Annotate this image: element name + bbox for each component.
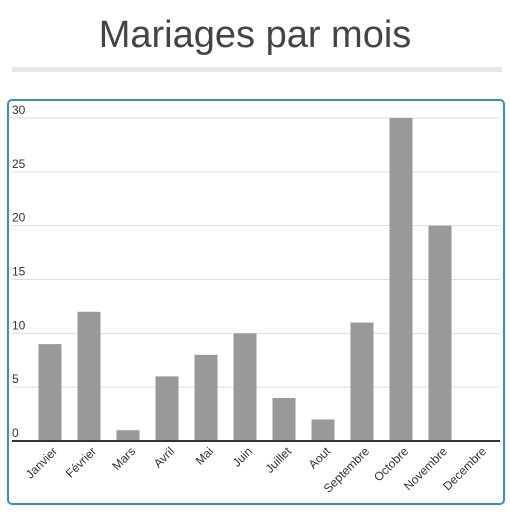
- title-divider: [12, 67, 502, 72]
- y-tick-label: 10: [12, 318, 26, 332]
- x-tick-label: Aout: [306, 444, 334, 472]
- bar: [194, 354, 218, 441]
- bar: [77, 311, 101, 441]
- y-tick-label: 20: [12, 211, 26, 225]
- bar: [116, 430, 140, 441]
- bar: [233, 333, 257, 441]
- x-tick-label: Avril: [151, 444, 177, 470]
- bar: [389, 118, 413, 441]
- y-tick-label: 0: [12, 426, 19, 440]
- y-tick-label: 25: [12, 157, 26, 171]
- x-tick-label: Mai: [193, 444, 217, 468]
- bar: [428, 225, 452, 441]
- x-tick-label: Mars: [109, 444, 138, 473]
- y-tick-label: 5: [12, 372, 19, 386]
- bar: [350, 322, 374, 441]
- x-tick-label: Decembre: [440, 444, 489, 493]
- bar: [311, 419, 335, 441]
- y-tick-label: 15: [12, 265, 26, 279]
- x-tick-label: Février: [63, 444, 99, 480]
- x-tick-label: Juin: [230, 444, 255, 469]
- y-tick-label: 30: [12, 103, 26, 117]
- x-tick-label: Janvier: [23, 444, 60, 481]
- bar: [272, 397, 296, 441]
- bar: [38, 344, 62, 441]
- page-title: Mariages par mois: [98, 14, 412, 56]
- x-tick-label: Juillet: [263, 444, 295, 476]
- bars: [38, 118, 452, 441]
- bar: [155, 376, 179, 441]
